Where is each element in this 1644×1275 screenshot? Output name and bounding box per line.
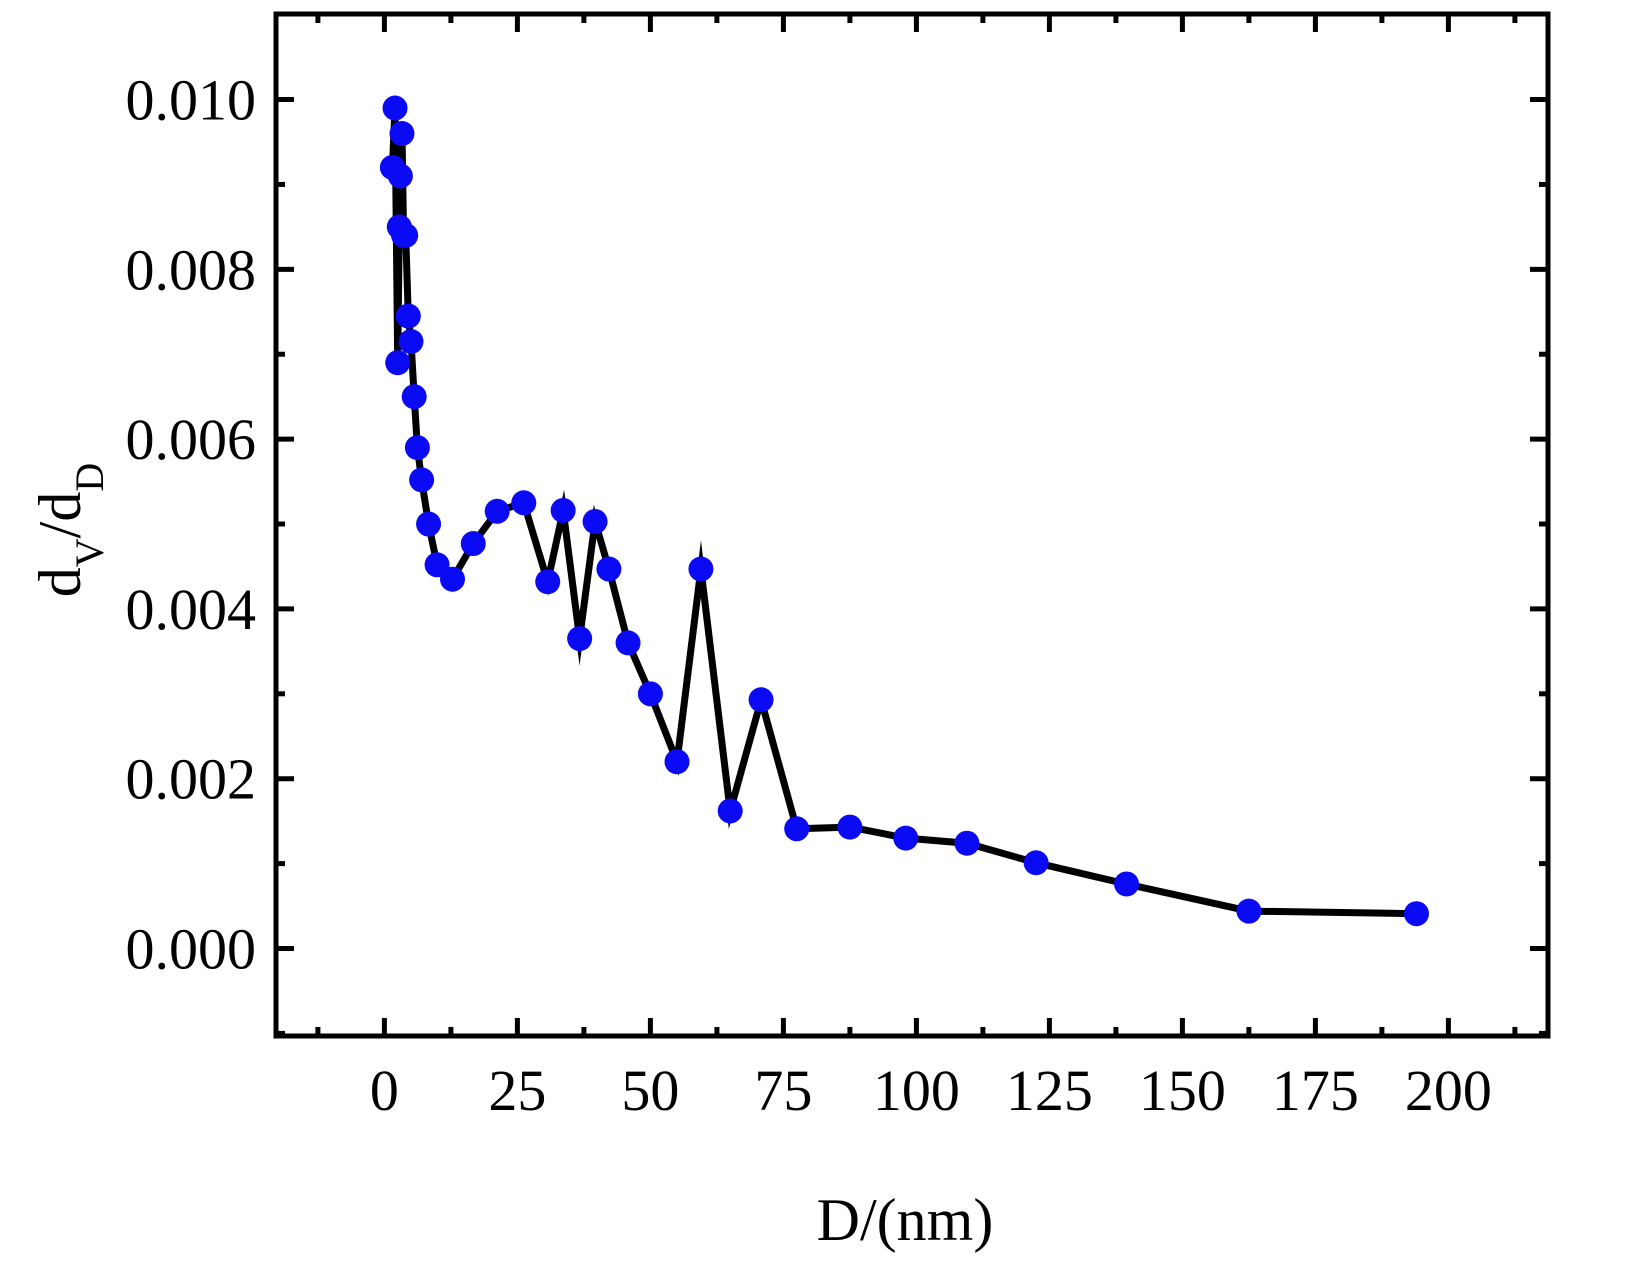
x-tick-label: 100	[873, 1058, 960, 1123]
data-point	[398, 329, 424, 355]
y-axis-title: dV/dD	[27, 463, 112, 597]
y-axis-title-base-2: d	[27, 492, 93, 522]
x-tick-label: 125	[1006, 1058, 1093, 1123]
data-point	[664, 749, 690, 775]
data-point	[1236, 898, 1262, 924]
data-point	[401, 384, 427, 410]
data-point	[395, 303, 421, 329]
data-point	[416, 511, 442, 537]
x-tick-label: 0	[370, 1058, 399, 1123]
data-point	[637, 681, 663, 707]
plot-frame	[273, 11, 1551, 1039]
data-point	[567, 626, 593, 652]
data-point	[393, 222, 419, 248]
x-tick-label: 25	[488, 1058, 546, 1123]
data-point	[535, 569, 561, 595]
y-tick-label: 0.010	[126, 68, 257, 133]
data-point	[511, 490, 537, 516]
y-axis-title-subscript-2: D	[67, 463, 112, 492]
y-axis-title-base-1: d	[27, 567, 93, 597]
data-point	[893, 825, 919, 851]
data-point	[385, 350, 411, 376]
data-point	[389, 121, 415, 147]
data-point	[382, 95, 408, 121]
data-point	[596, 556, 622, 582]
y-axis-title-slash: /	[27, 521, 93, 538]
x-tick-label: 150	[1139, 1058, 1226, 1123]
data-point	[409, 467, 435, 493]
data-point	[688, 556, 714, 582]
data-point	[582, 508, 608, 534]
data-point	[387, 163, 413, 189]
data-point	[954, 830, 980, 856]
data-point	[837, 814, 863, 840]
x-tick-label: 75	[754, 1058, 812, 1123]
data-point	[748, 687, 774, 713]
y-tick-label: 0.000	[126, 917, 257, 982]
data-point	[460, 531, 486, 557]
data-point	[484, 498, 510, 524]
y-axis-title-subscript-1: V	[67, 538, 112, 567]
y-tick-label: 0.004	[126, 577, 257, 642]
y-tick-label: 0.006	[126, 407, 257, 472]
data-point	[1403, 901, 1429, 927]
data-point	[439, 566, 465, 592]
data-point	[1023, 850, 1049, 876]
series-layer	[379, 95, 1429, 927]
data-point	[615, 630, 641, 656]
data-point	[550, 497, 576, 523]
y-tick-label: 0.002	[126, 747, 257, 812]
data-point	[784, 816, 810, 842]
data-point	[717, 798, 743, 824]
axes-layer: 0 25 50 75 100 125 150 175 200 0.000 0.002 0.004 0.0…	[126, 11, 1551, 1123]
x-tick-label: 200	[1405, 1058, 1492, 1123]
series-line	[388, 107, 1417, 918]
y-tick-label: 0.008	[126, 237, 257, 302]
x-tick-label: 175	[1272, 1058, 1359, 1123]
data-point	[1114, 871, 1140, 897]
data-point	[404, 435, 430, 461]
x-axis-title: D/(nm)	[817, 1187, 994, 1253]
x-tick-label: 50	[621, 1058, 679, 1123]
svg-text:dV/dD: dV/dD	[27, 463, 112, 597]
